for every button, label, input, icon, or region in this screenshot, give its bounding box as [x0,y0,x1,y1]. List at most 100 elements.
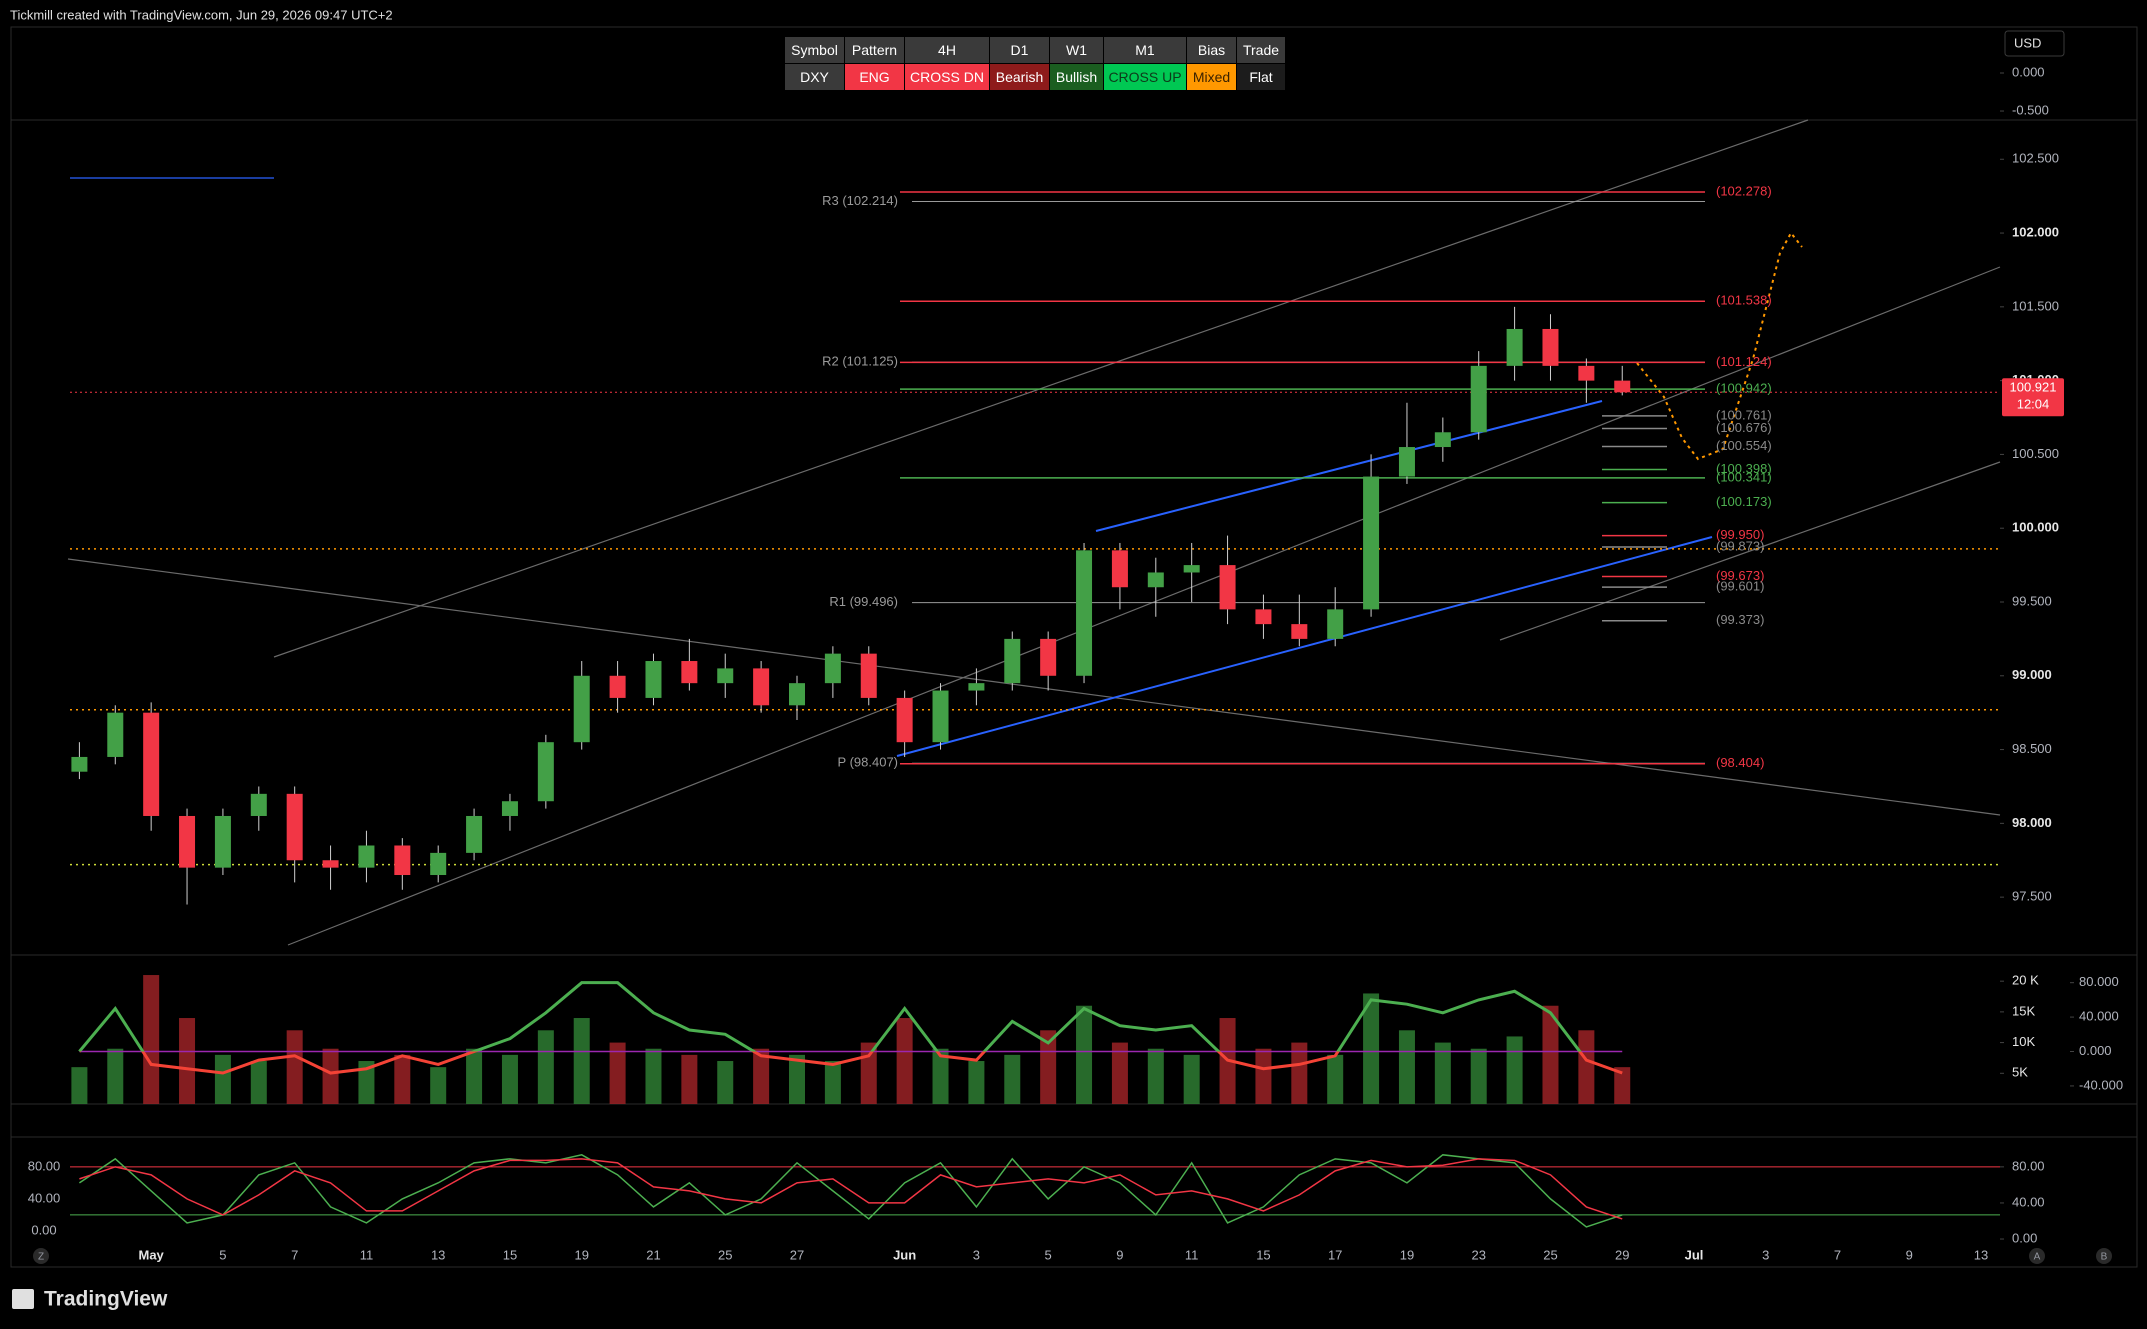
candle-body [1111,550,1128,588]
candle-body [466,815,483,853]
candle-body [896,697,913,743]
x-tick-label: 5 [1045,1247,1052,1262]
last-price-box [2002,378,2064,417]
x-tick-label: 15 [1256,1247,1270,1262]
candle-body [1398,447,1415,477]
scale-button-label[interactable]: A [2034,1252,2041,1263]
table-cell: Bullish [1050,64,1103,90]
volume-bar [430,1067,447,1104]
x-tick-label: 19 [1400,1247,1414,1262]
level-label: (100.398) [1716,461,1772,476]
table-cell: W1 [1050,37,1103,63]
volume-bar [1614,1067,1631,1104]
y2-tick-label: 40.00 [2012,1194,2045,1209]
level-label: (100.173) [1716,494,1772,509]
oscillator-line [79,1051,1623,1075]
volume-bar [250,1061,267,1104]
brand-icon [12,1289,34,1309]
volume-tick-label: 10K [2012,1034,2035,1049]
volume-tick-label: 5K [2012,1065,2028,1080]
volume-bar [1470,1048,1487,1104]
volume-bar [609,1042,626,1104]
level-label: (99.373) [1716,612,1764,627]
y-tick-label: 99.500 [2012,593,2052,608]
volume-bar [1004,1054,1021,1104]
volume-bar [143,975,160,1104]
candle-body [322,860,339,868]
x-tick-label: 27 [790,1247,804,1262]
candle-body [501,801,518,816]
currency-label[interactable]: USD [2014,35,2041,50]
trend-line [1499,461,2001,641]
x-tick-label: Jun [893,1247,916,1262]
candle-body [179,815,196,868]
volume-bar [1363,993,1380,1104]
scale-button-label[interactable]: Z [38,1252,44,1263]
x-tick-label: 13 [1974,1247,1988,1262]
x-tick-label: 11 [360,1247,374,1262]
level-label: (100.676) [1716,420,1772,435]
table-cell: DXY [785,64,844,90]
volume-bar [394,1054,411,1104]
candle-body [609,675,626,698]
x-tick-label: 25 [718,1247,732,1262]
table-cell: M1 [1104,37,1186,63]
scale-button[interactable] [2096,1248,2112,1264]
candle-body [1542,328,1559,366]
brand-name: TradingView [44,1288,168,1311]
level-label: (102.278) [1716,183,1772,198]
brand: TradingView [12,1288,168,1311]
scale-button-label[interactable]: B [2101,1252,2108,1263]
scale-button[interactable] [2029,1248,2045,1264]
candle-body [394,845,411,876]
y-tick-label: 98.500 [2012,741,2052,756]
candle-body [824,653,841,684]
candle-body [1470,365,1487,433]
y-tick-label: 0.000 [2012,64,2045,79]
x-tick-label: 21 [646,1247,660,1262]
candle-body [1434,432,1451,448]
x-tick-label: 29 [1615,1247,1629,1262]
trend-line [287,266,2001,946]
volume-bar [286,1030,303,1104]
y-tick-label: 100.000 [2012,520,2059,535]
pivot-label: R2 (101.125) [822,354,898,369]
x-tick-label: 11 [1185,1247,1199,1262]
level-label: (99.673) [1716,568,1764,583]
candle-body [860,653,877,698]
volume-bar [537,1030,554,1104]
volume-bar [1040,1030,1057,1104]
x-tick-label: 17 [1328,1247,1342,1262]
table-cell: Symbol [785,37,844,63]
candle-body [1578,365,1595,381]
table-cell: Trade [1237,37,1285,63]
volume-bar [753,1048,770,1104]
volume-bar [681,1054,698,1104]
volume-bar [107,1048,124,1104]
header-title: Tickmill created with TradingView.com, J… [10,7,393,22]
pivot-label: R1 (99.496) [829,594,898,609]
candle-body [1506,328,1523,366]
candle-body [537,742,554,802]
y-tick-label: -0.500 [2012,102,2049,117]
scale-button[interactable] [33,1248,49,1264]
volume-bar [645,1048,662,1104]
candle-body [1291,624,1308,639]
candle-body [430,852,447,876]
x-tick-label: 9 [1116,1247,1123,1262]
stochastic-line [79,1158,1623,1220]
table-cell: Pattern [845,37,904,63]
currency-button[interactable] [2004,30,2065,57]
volume-bar [1578,1030,1595,1104]
candle-body [1327,609,1344,639]
y-tick-label: 98.000 [2012,815,2052,830]
x-tick-label: 9 [1906,1247,1913,1262]
volume-tick-label: 20 K [2012,973,2039,988]
volume-bar [1183,1054,1200,1104]
volume-bar [1255,1048,1272,1104]
level-label: (99.950) [1716,527,1764,542]
y-tick-label: 80.000 [2079,974,2119,989]
table-cell: ENG [845,64,904,90]
